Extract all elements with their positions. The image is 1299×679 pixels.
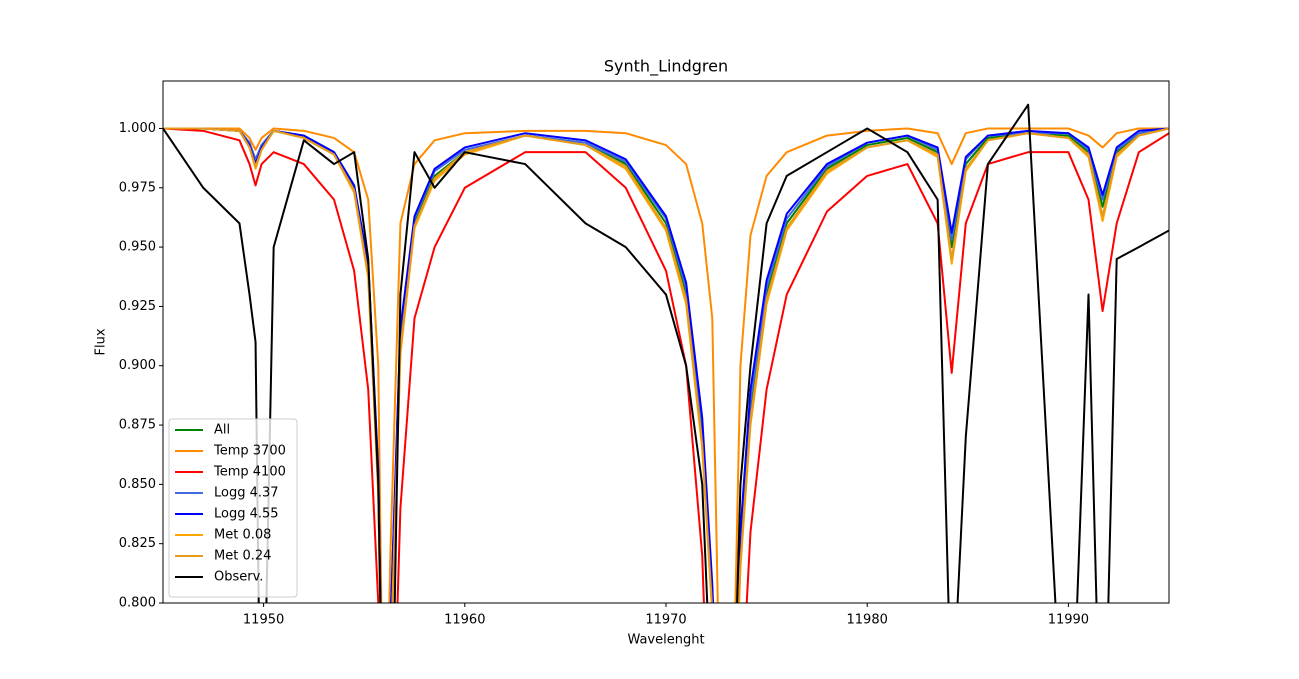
x-tick-label: 11990 (1048, 613, 1089, 628)
y-tick-label: 0.900 (119, 358, 156, 373)
y-tick-label: 0.950 (119, 240, 156, 255)
series-line (163, 127, 1169, 603)
x-tick-label: 11970 (645, 613, 686, 628)
x-tick-label: 11950 (243, 613, 284, 628)
legend-label: Logg 4.55 (214, 507, 279, 522)
legend-label: Met 0.24 (214, 549, 271, 564)
legend-label: All (214, 423, 230, 438)
series-line (163, 127, 1169, 603)
legend-label: Temp 4100 (213, 465, 286, 480)
legend-label: Temp 3700 (213, 444, 286, 459)
series-line (163, 127, 1169, 603)
legend-label: Observ. (214, 570, 263, 585)
series-line (163, 127, 1169, 603)
y-tick-label: 0.850 (119, 477, 156, 492)
series-line (163, 127, 1169, 603)
legend-box (168, 418, 298, 598)
y-tick-label: 1.000 (119, 121, 156, 136)
x-axis-label: Wavelenght (627, 633, 704, 648)
series-line (163, 127, 1169, 603)
x-tick-label: 11960 (444, 613, 485, 628)
x-tick-label: 11980 (847, 613, 888, 628)
y-tick-label: 0.800 (119, 596, 156, 611)
chart-title: Synth_Lindgren (604, 57, 728, 77)
legend-label: Met 0.08 (214, 528, 271, 543)
axes-frame (162, 80, 1170, 604)
series-line (163, 127, 1169, 603)
series-line (163, 103, 1169, 603)
y-axis-label: Flux (94, 328, 109, 355)
y-tick-label: 0.875 (119, 418, 156, 433)
y-tick-label: 0.825 (119, 536, 156, 551)
legend-label: Logg 4.37 (214, 486, 279, 501)
y-tick-label: 0.975 (119, 180, 156, 195)
y-tick-label: 0.925 (119, 299, 156, 314)
plot-area (163, 103, 1169, 603)
